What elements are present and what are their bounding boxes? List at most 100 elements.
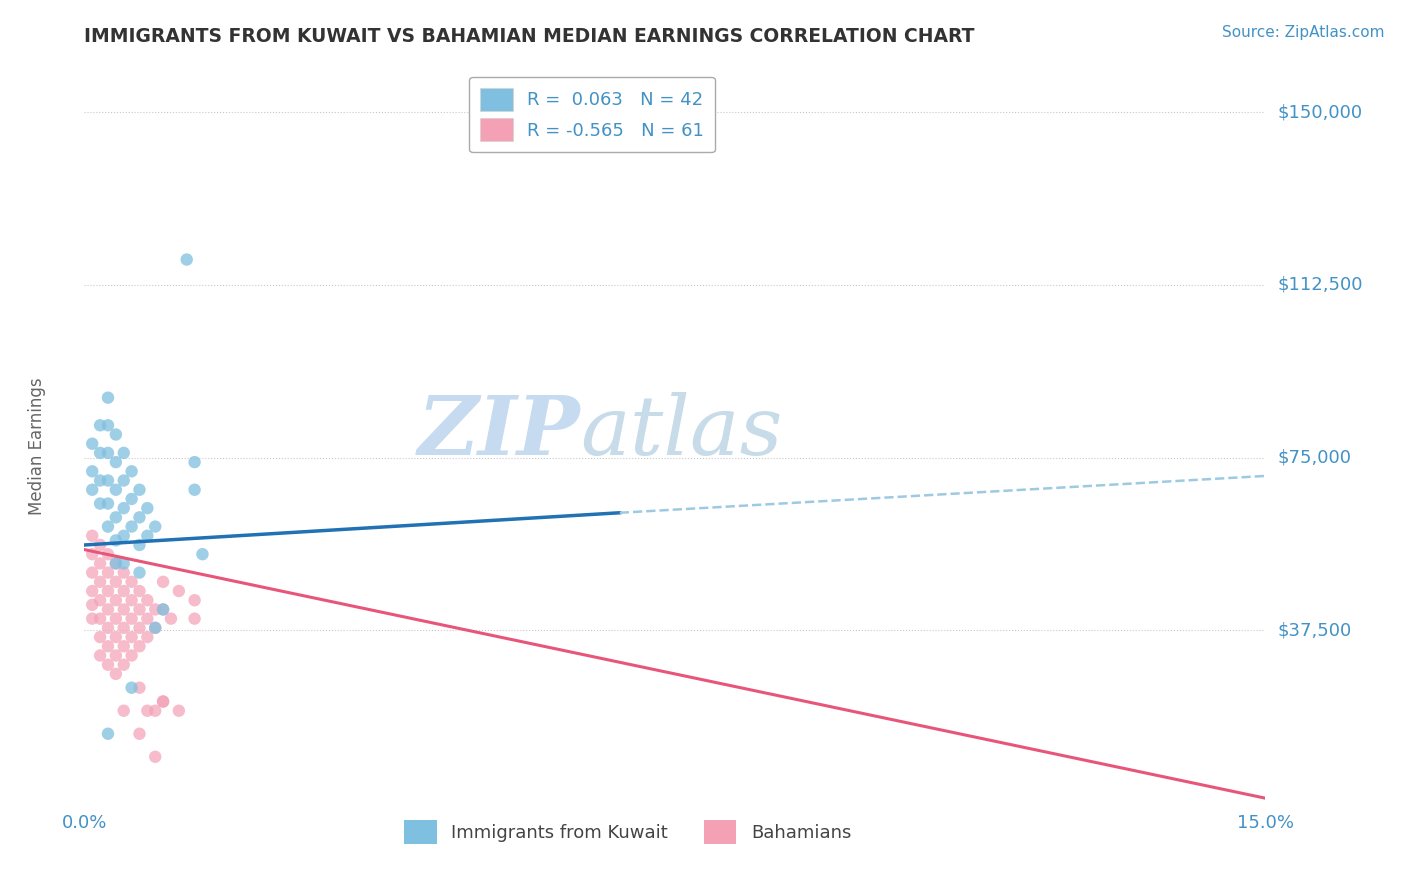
Point: [128, 510, 150, 524]
Point: [97, 418, 120, 433]
Point: [89, 557, 111, 571]
Point: [112, 474, 135, 488]
Point: [82, 612, 104, 626]
Point: [104, 666, 127, 681]
Point: [121, 519, 143, 533]
Point: [82, 566, 104, 580]
Text: IMMIGRANTS FROM KUWAIT VS BAHAMIAN MEDIAN EARNINGS CORRELATION CHART: IMMIGRANTS FROM KUWAIT VS BAHAMIAN MEDIA…: [84, 28, 974, 46]
Point: [152, 574, 174, 589]
Point: [112, 529, 135, 543]
Point: [97, 727, 120, 741]
Point: [152, 694, 174, 708]
Point: [136, 529, 159, 543]
Point: [104, 574, 127, 589]
Point: [183, 455, 205, 469]
Point: [97, 566, 120, 580]
Point: [128, 483, 150, 497]
Point: [112, 621, 135, 635]
Point: [112, 501, 135, 516]
Point: [143, 749, 166, 764]
Point: [97, 446, 120, 460]
Point: [176, 252, 198, 267]
Point: [183, 612, 205, 626]
Point: [89, 574, 111, 589]
Point: [128, 681, 150, 695]
Point: [128, 727, 150, 741]
Point: [167, 704, 190, 718]
Point: [136, 630, 159, 644]
Point: [104, 455, 127, 469]
Point: [104, 612, 127, 626]
Point: [167, 584, 190, 599]
Point: [97, 497, 120, 511]
Point: [112, 640, 135, 654]
Point: [89, 612, 111, 626]
Point: [82, 598, 104, 612]
Point: [112, 704, 135, 718]
Text: $75,000: $75,000: [1277, 449, 1351, 467]
Point: [152, 602, 174, 616]
Point: [97, 657, 120, 672]
Text: $150,000: $150,000: [1277, 103, 1362, 121]
Text: $37,500: $37,500: [1277, 621, 1351, 640]
Point: [143, 621, 166, 635]
Point: [112, 584, 135, 599]
Point: [82, 584, 104, 599]
Point: [136, 704, 159, 718]
Point: [191, 547, 214, 561]
Point: [128, 566, 150, 580]
Point: [104, 557, 127, 571]
Point: [104, 593, 127, 607]
Point: [112, 446, 135, 460]
Text: Source: ZipAtlas.com: Source: ZipAtlas.com: [1222, 25, 1385, 40]
Point: [97, 602, 120, 616]
Point: [89, 538, 111, 552]
Point: [89, 630, 111, 644]
Point: [121, 681, 143, 695]
Point: [82, 547, 104, 561]
Point: [112, 566, 135, 580]
Point: [97, 621, 120, 635]
Legend: Immigrants from Kuwait, Bahamians: Immigrants from Kuwait, Bahamians: [396, 814, 859, 851]
Point: [121, 574, 143, 589]
Point: [104, 630, 127, 644]
Point: [112, 557, 135, 571]
Point: [121, 464, 143, 478]
Point: [97, 519, 120, 533]
Point: [104, 510, 127, 524]
Text: Median Earnings: Median Earnings: [28, 377, 46, 515]
Point: [143, 602, 166, 616]
Point: [160, 612, 183, 626]
Point: [104, 483, 127, 497]
Point: [97, 391, 120, 405]
Point: [89, 446, 111, 460]
Point: [152, 694, 174, 708]
Point: [128, 602, 150, 616]
Point: [82, 436, 104, 450]
Text: ZIP: ZIP: [418, 392, 581, 472]
Point: [143, 621, 166, 635]
Point: [183, 593, 205, 607]
Point: [128, 538, 150, 552]
Point: [112, 602, 135, 616]
Point: [128, 584, 150, 599]
Point: [136, 593, 159, 607]
Point: [104, 648, 127, 663]
Point: [104, 533, 127, 548]
Text: $112,500: $112,500: [1277, 276, 1362, 293]
Point: [89, 418, 111, 433]
Point: [143, 704, 166, 718]
Point: [82, 529, 104, 543]
Text: atlas: atlas: [581, 392, 783, 472]
Point: [112, 657, 135, 672]
Point: [82, 483, 104, 497]
Point: [104, 427, 127, 442]
Point: [89, 474, 111, 488]
Point: [121, 593, 143, 607]
Point: [97, 640, 120, 654]
Point: [121, 630, 143, 644]
Point: [128, 621, 150, 635]
Point: [143, 519, 166, 533]
Point: [152, 602, 174, 616]
Point: [89, 497, 111, 511]
